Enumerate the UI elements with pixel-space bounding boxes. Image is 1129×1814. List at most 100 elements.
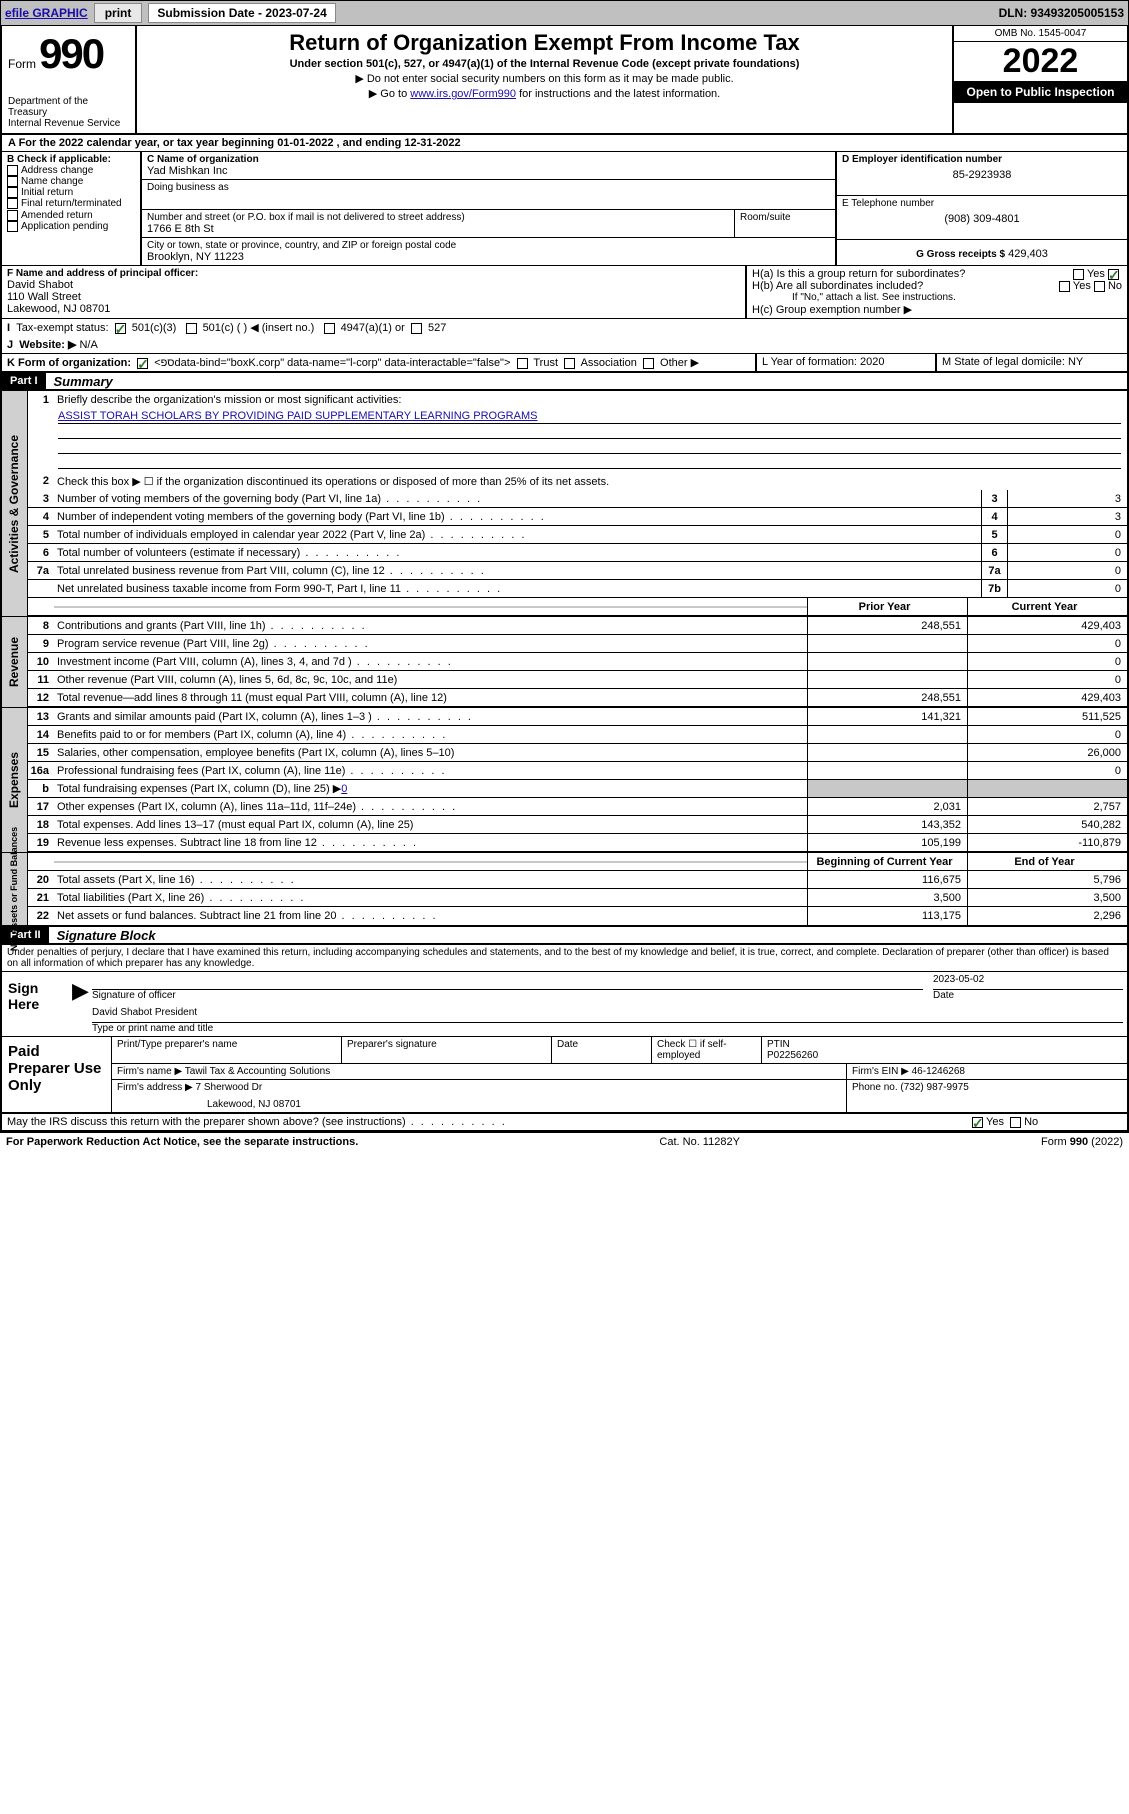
- py11: [807, 671, 967, 688]
- chk-501c3[interactable]: [115, 323, 126, 334]
- chk-address[interactable]: [7, 165, 18, 176]
- chk-527[interactable]: [411, 323, 422, 334]
- sign-here: Sign Here: [2, 972, 72, 1036]
- open-inspection: Open to Public Inspection: [954, 81, 1127, 103]
- form-subtitle: Under section 501(c), 527, or 4947(a)(1)…: [147, 58, 942, 70]
- l21: Total liabilities (Part X, line 26): [54, 891, 807, 905]
- hb-no[interactable]: [1094, 281, 1105, 292]
- box-l: L Year of formation: 2020: [757, 354, 937, 371]
- v5: 0: [1007, 526, 1127, 543]
- ha-label: H(a) Is this a group return for subordin…: [752, 268, 1073, 280]
- section-ag: Activities & Governance 1Briefly describ…: [0, 391, 1129, 617]
- l17: Other expenses (Part IX, column (A), lin…: [54, 800, 807, 814]
- cy16b: [967, 780, 1127, 797]
- cy14: 0: [967, 726, 1127, 743]
- efile-link[interactable]: efile GRAPHIC: [5, 6, 88, 20]
- chk-initial[interactable]: [7, 187, 18, 198]
- period-text: A For the 2022 calendar year, or tax yea…: [2, 135, 467, 151]
- l-other: Other ▶: [660, 357, 699, 369]
- form-link-row: ▶ Go to www.irs.gov/Form990 for instruct…: [147, 87, 942, 100]
- phone-val: (732) 987-9975: [900, 1082, 968, 1093]
- mission-text: ASSIST TORAH SCHOLARS BY PROVIDING PAID …: [58, 410, 1121, 424]
- hb-note: If "No," attach a list. See instructions…: [752, 292, 1122, 303]
- self-emp: Check ☐ if self-employed: [652, 1037, 762, 1063]
- firm-ein-label: Firm's EIN ▶: [852, 1066, 909, 1077]
- sig-officer-label: Signature of officer: [92, 990, 923, 1001]
- opt-name: Name change: [21, 176, 83, 187]
- cy-hdr: Current Year: [967, 598, 1127, 615]
- chk-501c[interactable]: [186, 323, 197, 334]
- chk-pending[interactable]: [7, 221, 18, 232]
- part1-badge: Part I: [2, 373, 46, 389]
- pra-notice: For Paperwork Reduction Act Notice, see …: [6, 1136, 358, 1148]
- ha-yes[interactable]: [1073, 269, 1084, 280]
- form-label: Form: [8, 57, 36, 71]
- e21: 3,500: [967, 889, 1127, 906]
- form-number: 990: [39, 30, 103, 77]
- chk-assoc[interactable]: [564, 358, 575, 369]
- addr-street: 1766 E 8th St: [147, 223, 729, 235]
- section-revenue: Revenue 8Contributions and grants (Part …: [0, 617, 1129, 708]
- box-b: B Check if applicable: Address change Na…: [2, 152, 142, 265]
- opt-amended: Amended return: [21, 210, 93, 221]
- city-label: City or town, state or province, country…: [147, 240, 830, 251]
- paid-preparer: Paid Preparer Use Only Print/Type prepar…: [2, 1037, 1127, 1112]
- bcd-row: B Check if applicable: Address change Na…: [0, 152, 1129, 266]
- phone-label: Phone no.: [852, 1082, 898, 1093]
- v7b: 0: [1007, 580, 1127, 597]
- l15: Salaries, other compensation, employee b…: [54, 746, 807, 760]
- ha-yes-l: Yes: [1087, 268, 1105, 280]
- v3: 3: [1007, 490, 1127, 507]
- discuss-no[interactable]: [1010, 1117, 1021, 1128]
- line6-text: Total number of volunteers (estimate if …: [54, 546, 981, 560]
- py14: [807, 726, 967, 743]
- hb-yes[interactable]: [1059, 281, 1070, 292]
- v4: 3: [1007, 508, 1127, 525]
- chk-corp[interactable]: [137, 358, 148, 369]
- chk-name[interactable]: [7, 176, 18, 187]
- l16b: Total fundraising expenses (Part IX, col…: [54, 781, 807, 796]
- period-row: A For the 2022 calendar year, or tax yea…: [0, 135, 1129, 152]
- chk-trust[interactable]: [517, 358, 528, 369]
- chk-final[interactable]: [7, 198, 18, 209]
- org-name: Yad Mishkan Inc: [147, 165, 830, 177]
- l-4947: 4947(a)(1) or: [341, 322, 405, 334]
- sig-date-label: Date: [933, 990, 1123, 1001]
- section-expenses: Expenses 13Grants and similar amounts pa…: [0, 708, 1129, 853]
- chk-4947[interactable]: [324, 323, 335, 334]
- py18: 143,352: [807, 816, 967, 833]
- cy9: 0: [967, 635, 1127, 652]
- box-g-label: G Gross receipts $: [916, 249, 1005, 260]
- line4-text: Number of independent voting members of …: [54, 510, 981, 524]
- print-button[interactable]: print: [94, 3, 143, 23]
- dept-treasury: Department of the Treasury: [8, 96, 129, 118]
- py9: [807, 635, 967, 652]
- b20: 116,675: [807, 871, 967, 888]
- py16a: [807, 762, 967, 779]
- cy15: 26,000: [967, 744, 1127, 761]
- box-c-label: C Name of organization: [147, 154, 830, 165]
- opt-final: Final return/terminated: [21, 199, 122, 210]
- fh-row: F Name and address of principal officer:…: [0, 266, 1129, 319]
- ha-no[interactable]: [1108, 269, 1119, 280]
- irs-link[interactable]: www.irs.gov/Form990: [410, 88, 516, 100]
- chk-amended[interactable]: [7, 210, 18, 221]
- hb-label: H(b) Are all subordinates included?: [752, 280, 1059, 292]
- firm-name-label: Firm's name ▶: [117, 1066, 182, 1077]
- j-letter: J: [7, 339, 13, 351]
- line2-text: Check this box ▶ ☐ if the organization d…: [54, 474, 1127, 489]
- website-val: N/A: [79, 339, 97, 351]
- line7b-text: Net unrelated business taxable income fr…: [54, 582, 981, 596]
- tax-year: 2022: [954, 42, 1127, 81]
- telephone: (908) 309-4801: [842, 209, 1122, 225]
- paid-label: Paid Preparer Use Only: [2, 1037, 112, 1112]
- py12: 248,551: [807, 689, 967, 706]
- v7a: 0: [1007, 562, 1127, 579]
- line1-text: Briefly describe the organization's miss…: [54, 393, 1127, 407]
- submission-date: Submission Date - 2023-07-24: [148, 3, 335, 23]
- chk-other[interactable]: [643, 358, 654, 369]
- ein: 85-2923938: [842, 165, 1122, 181]
- discuss-yes[interactable]: [972, 1117, 983, 1128]
- l18: Total expenses. Add lines 13–17 (must eq…: [54, 818, 807, 832]
- cy11: 0: [967, 671, 1127, 688]
